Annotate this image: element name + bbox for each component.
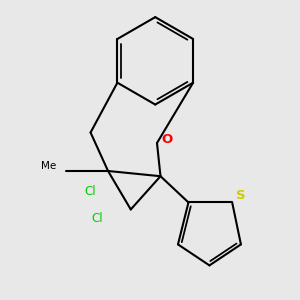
Text: Cl: Cl (85, 185, 96, 199)
Text: Me: Me (41, 161, 56, 171)
Text: S: S (236, 189, 246, 202)
Text: Cl: Cl (92, 212, 103, 225)
Text: O: O (162, 133, 173, 146)
